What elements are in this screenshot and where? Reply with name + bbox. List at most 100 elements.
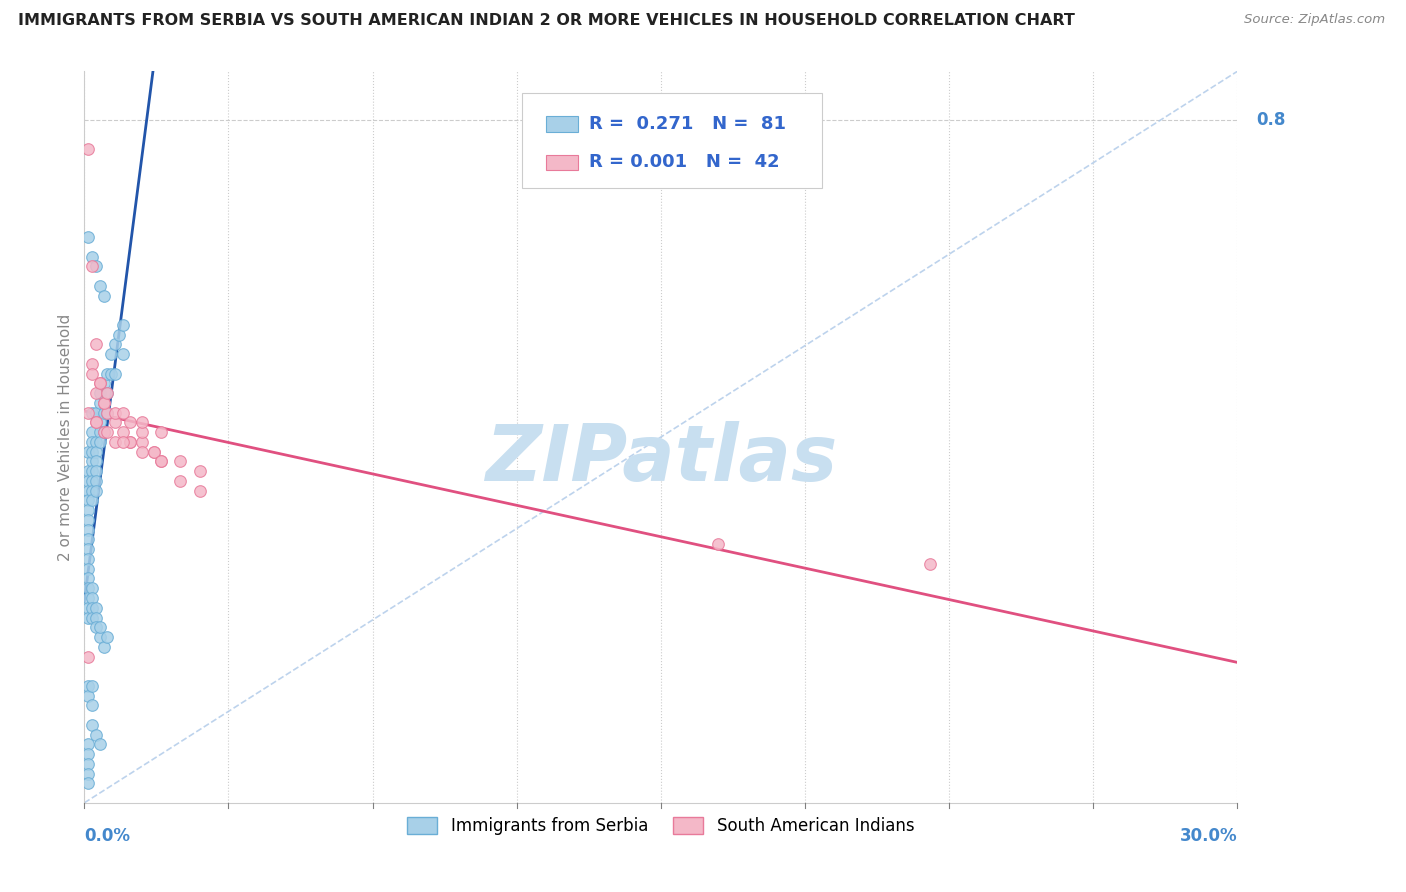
Point [120, 434, 142, 449]
Point [84, 483, 107, 498]
Point [84, 337, 107, 351]
Point [80, 250, 103, 264]
Point [77, 142, 100, 156]
Point [77, 523, 100, 537]
Point [84, 620, 107, 634]
Point [77, 600, 100, 615]
Point [77, 406, 100, 420]
Point [96, 630, 118, 644]
Point [84, 260, 107, 274]
Point [84, 474, 107, 488]
Point [84, 464, 107, 478]
Point [89, 630, 111, 644]
Point [131, 425, 153, 440]
Point [80, 444, 103, 458]
Point [131, 444, 153, 458]
Text: 0.8: 0.8 [1257, 112, 1286, 129]
Point [77, 542, 100, 557]
Point [131, 416, 153, 430]
Point [96, 367, 118, 381]
Point [80, 610, 103, 624]
Point [104, 416, 127, 430]
Point [80, 493, 103, 508]
Point [100, 367, 122, 381]
Point [111, 318, 134, 332]
Text: 0.0%: 0.0% [84, 827, 131, 846]
Point [77, 689, 100, 703]
Point [142, 444, 165, 458]
Point [80, 474, 103, 488]
Text: IMMIGRANTS FROM SERBIA VS SOUTH AMERICAN INDIAN 2 OR MORE VEHICLES IN HOUSEHOLD : IMMIGRANTS FROM SERBIA VS SOUTH AMERICAN… [18, 13, 1076, 29]
Point [77, 581, 100, 595]
Point [93, 376, 115, 391]
Point [96, 425, 118, 440]
Point [111, 425, 134, 440]
Point [93, 406, 115, 420]
Point [84, 610, 107, 624]
Point [89, 737, 111, 751]
Bar [546, 155, 578, 170]
Point [80, 591, 103, 605]
Point [77, 747, 100, 761]
Point [84, 454, 107, 468]
Point [108, 327, 131, 342]
Point [77, 572, 100, 586]
Point [77, 483, 100, 498]
Point [77, 591, 100, 605]
Point [89, 396, 111, 410]
Point [111, 406, 134, 420]
Point [188, 464, 211, 478]
Point [77, 444, 100, 458]
Point [77, 766, 100, 780]
Text: R =  0.271   N =  81: R = 0.271 N = 81 [589, 114, 786, 133]
Point [80, 600, 103, 615]
Point [80, 718, 103, 732]
Point [77, 649, 100, 664]
Text: Source: ZipAtlas.com: Source: ZipAtlas.com [1244, 13, 1385, 27]
Point [104, 434, 127, 449]
Point [93, 396, 115, 410]
Point [89, 279, 111, 293]
Legend: Immigrants from Serbia, South American Indians: Immigrants from Serbia, South American I… [401, 811, 921, 842]
Point [96, 406, 118, 420]
Point [96, 386, 118, 401]
Point [77, 230, 100, 244]
Point [77, 552, 100, 566]
Point [77, 776, 100, 790]
Point [84, 416, 107, 430]
Point [93, 396, 115, 410]
Point [120, 434, 142, 449]
Point [84, 444, 107, 458]
Point [77, 503, 100, 517]
Point [80, 679, 103, 693]
Point [80, 406, 103, 420]
Point [120, 416, 142, 430]
Point [100, 347, 122, 361]
Point [104, 337, 127, 351]
Point [93, 425, 115, 440]
Point [80, 483, 103, 498]
Point [80, 367, 103, 381]
Point [111, 434, 134, 449]
Point [84, 386, 107, 401]
Y-axis label: 2 or more Vehicles in Household: 2 or more Vehicles in Household [58, 313, 73, 561]
Point [93, 396, 115, 410]
Point [89, 376, 111, 391]
Point [77, 679, 100, 693]
Point [84, 727, 107, 741]
Point [104, 406, 127, 420]
Point [111, 347, 134, 361]
Point [80, 581, 103, 595]
Point [80, 454, 103, 468]
Point [77, 493, 100, 508]
Point [89, 620, 111, 634]
FancyBboxPatch shape [523, 94, 823, 188]
Point [77, 464, 100, 478]
Point [80, 425, 103, 440]
Point [169, 474, 191, 488]
Point [918, 557, 941, 571]
Point [80, 434, 103, 449]
Point [104, 367, 127, 381]
Point [77, 562, 100, 576]
Point [77, 513, 100, 527]
